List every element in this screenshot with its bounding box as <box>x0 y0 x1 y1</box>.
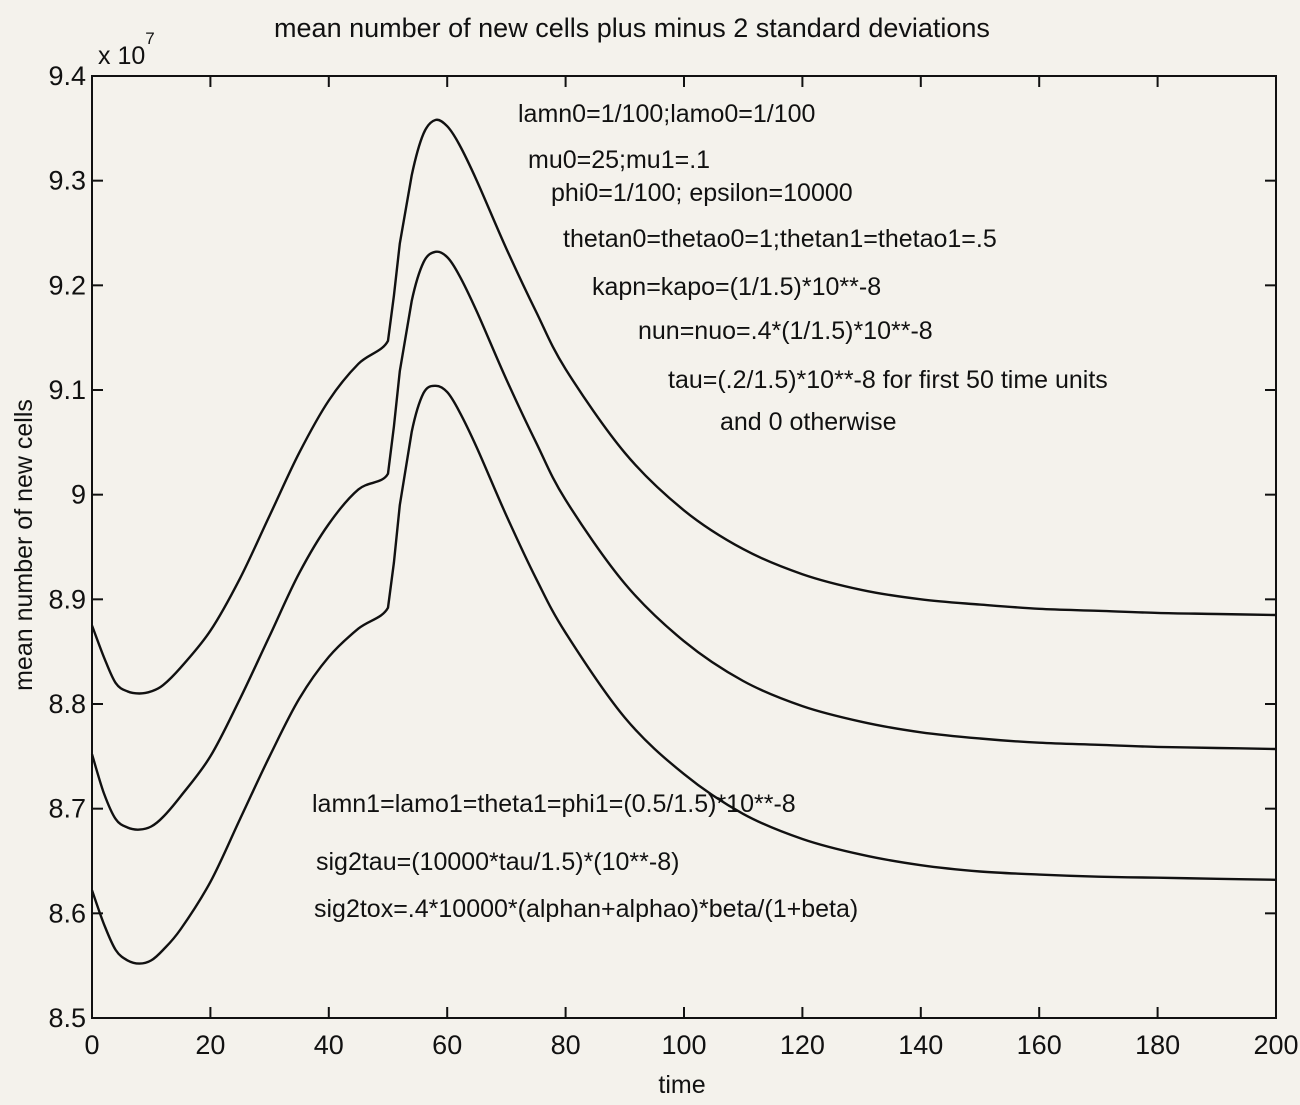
y-tick-label: 9.2 <box>48 270 86 300</box>
upper-band-line <box>90 118 1277 695</box>
x-tick-label: 140 <box>898 1030 943 1060</box>
mean-line <box>90 250 1277 831</box>
bottom-annotations: lamn1=lamo1=theta1=phi1=(0.5/1.5)*10**-8… <box>312 790 858 923</box>
y-exponent-prefix: x 10 <box>98 42 145 70</box>
x-tick-label: 160 <box>1017 1030 1062 1060</box>
x-axis-label: time <box>658 1071 705 1099</box>
chart-title: mean number of new cells plus minus 2 st… <box>274 13 990 43</box>
lower-band-line <box>90 384 1277 965</box>
annotation-line: sig2tau=(10000*tau/1.5)*(10**-8) <box>316 848 679 876</box>
y-tick-label: 9.3 <box>48 166 86 196</box>
y-exponent-label: x 107 <box>98 29 155 70</box>
annotation-line: kapn=kapo=(1/1.5)*10**-8 <box>592 273 881 301</box>
x-tick-label: 120 <box>780 1030 825 1060</box>
annotation-line: and 0 otherwise <box>720 408 897 436</box>
x-tick-label: 20 <box>195 1030 225 1060</box>
annotation-line: lamn1=lamo1=theta1=phi1=(0.5/1.5)*10**-8 <box>312 790 796 818</box>
annotation-line: tau=(.2/1.5)*10**-8 for first 50 time un… <box>668 366 1108 394</box>
annotation-line: lamn0=1/100;lamo0=1/100 <box>518 100 815 128</box>
ticks-group: 0 20 40 60 80 100 120 140 160 180 200 8.5 8.6 8.7 8.8 8… <box>48 61 1298 1060</box>
y-tick-label: 8.8 <box>48 689 86 719</box>
top-annotations: lamn0=1/100;lamo0=1/100 mu0=25;mu1=.1 ph… <box>518 100 1108 436</box>
x-tick-label: 100 <box>661 1030 706 1060</box>
y-tick-label: 8.9 <box>48 584 86 614</box>
y-tick-label: 9.4 <box>48 61 86 91</box>
y-exponent-power: 7 <box>145 29 154 48</box>
x-tick-label: 40 <box>314 1030 344 1060</box>
y-tick-label: 8.7 <box>48 794 86 824</box>
x-tick-label: 180 <box>1135 1030 1180 1060</box>
x-tick-label: 60 <box>432 1030 462 1060</box>
annotation-line: nun=nuo=.4*(1/1.5)*10**-8 <box>638 317 933 345</box>
x-tick-label: 0 <box>84 1030 99 1060</box>
y-tick-label: 8.6 <box>48 898 86 928</box>
annotation-line: sig2tox=.4*10000*(alphan+alphao)*beta/(1… <box>314 895 858 923</box>
y-tick-label: 9.1 <box>48 375 86 405</box>
y-tick-label: 8.5 <box>48 1003 86 1033</box>
y-tick-label: 9 <box>71 480 86 510</box>
annotation-line: thetan0=thetao0=1;thetan1=thetao1=.5 <box>563 225 997 253</box>
annotation-line: phi0=1/100; epsilon=10000 <box>551 179 853 207</box>
x-tick-label: 200 <box>1253 1030 1298 1060</box>
y-axis-label: mean number of new cells <box>10 399 38 691</box>
series-group <box>90 118 1277 965</box>
annotation-line: mu0=25;mu1=.1 <box>528 146 710 174</box>
x-tick-label: 80 <box>551 1030 581 1060</box>
